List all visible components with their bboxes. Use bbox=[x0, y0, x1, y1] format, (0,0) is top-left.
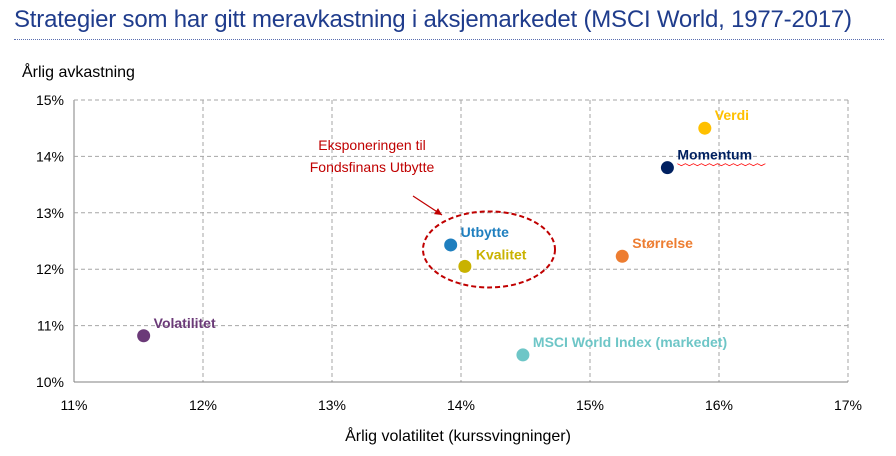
point-størrelse bbox=[615, 249, 629, 263]
x-tick-label: 14% bbox=[447, 397, 475, 413]
point-verdi bbox=[698, 121, 712, 135]
point-kvalitet bbox=[458, 259, 472, 273]
point-label-størrelse: Størrelse bbox=[632, 235, 693, 251]
x-tick-label: 15% bbox=[576, 397, 604, 413]
point-label-kvalitet: Kvalitet bbox=[476, 246, 527, 262]
title-underline bbox=[14, 39, 884, 40]
annotation-arrow bbox=[412, 195, 443, 216]
y-tick-label: 13% bbox=[36, 205, 64, 221]
point-msci-world-index-markedet bbox=[516, 348, 530, 362]
y-tick-label: 10% bbox=[36, 374, 64, 390]
point-utbytte bbox=[444, 238, 458, 252]
point-label-utbytte: Utbytte bbox=[461, 224, 509, 240]
spellcheck-squiggle bbox=[677, 163, 766, 167]
x-tick-label: 16% bbox=[705, 397, 733, 413]
y-axis-label: Årlig avkastning bbox=[22, 62, 135, 81]
x-tick-label: 17% bbox=[834, 397, 862, 413]
point-label-momentum: Momentum bbox=[677, 147, 752, 163]
y-tick-label: 15% bbox=[36, 92, 64, 108]
point-label-verdi: Verdi bbox=[715, 107, 749, 123]
x-tick-label: 13% bbox=[318, 397, 346, 413]
x-axis-label: Årlig volatilitet (kurssvingninger) bbox=[345, 426, 571, 445]
axis-ticks: 11% 12% 13% 14% 15% 16% 17% 10% 11% 12% 13% 14% 15% bbox=[36, 92, 862, 413]
annotation-text-line: Fondsfinans Utbytte bbox=[310, 159, 435, 175]
x-tick-label: 11% bbox=[61, 397, 88, 413]
point-momentum bbox=[660, 161, 674, 175]
y-tick-label: 12% bbox=[36, 261, 64, 277]
y-tick-label: 14% bbox=[36, 148, 64, 164]
chart-title: Strategier som har gitt meravkastning i … bbox=[14, 6, 852, 33]
data-points: Verdi Momentum Størrelse Utbytte Kvalitet MSC… bbox=[137, 107, 766, 362]
point-label-msci-world-index-markedet: MSCI World Index (markedet) bbox=[533, 334, 727, 350]
point-label-volatilitet: Volatilitet bbox=[154, 315, 216, 331]
point-volatilitet bbox=[137, 329, 151, 343]
x-tick-label: 12% bbox=[189, 397, 217, 413]
annotation: Eksponeringen til Fondsfinans Utbytte bbox=[310, 137, 556, 289]
annotation-text-line: Eksponeringen til bbox=[318, 137, 425, 153]
y-tick-label: 11% bbox=[37, 318, 64, 334]
grid bbox=[73, 99, 849, 383]
annotation-ellipse bbox=[422, 210, 556, 289]
